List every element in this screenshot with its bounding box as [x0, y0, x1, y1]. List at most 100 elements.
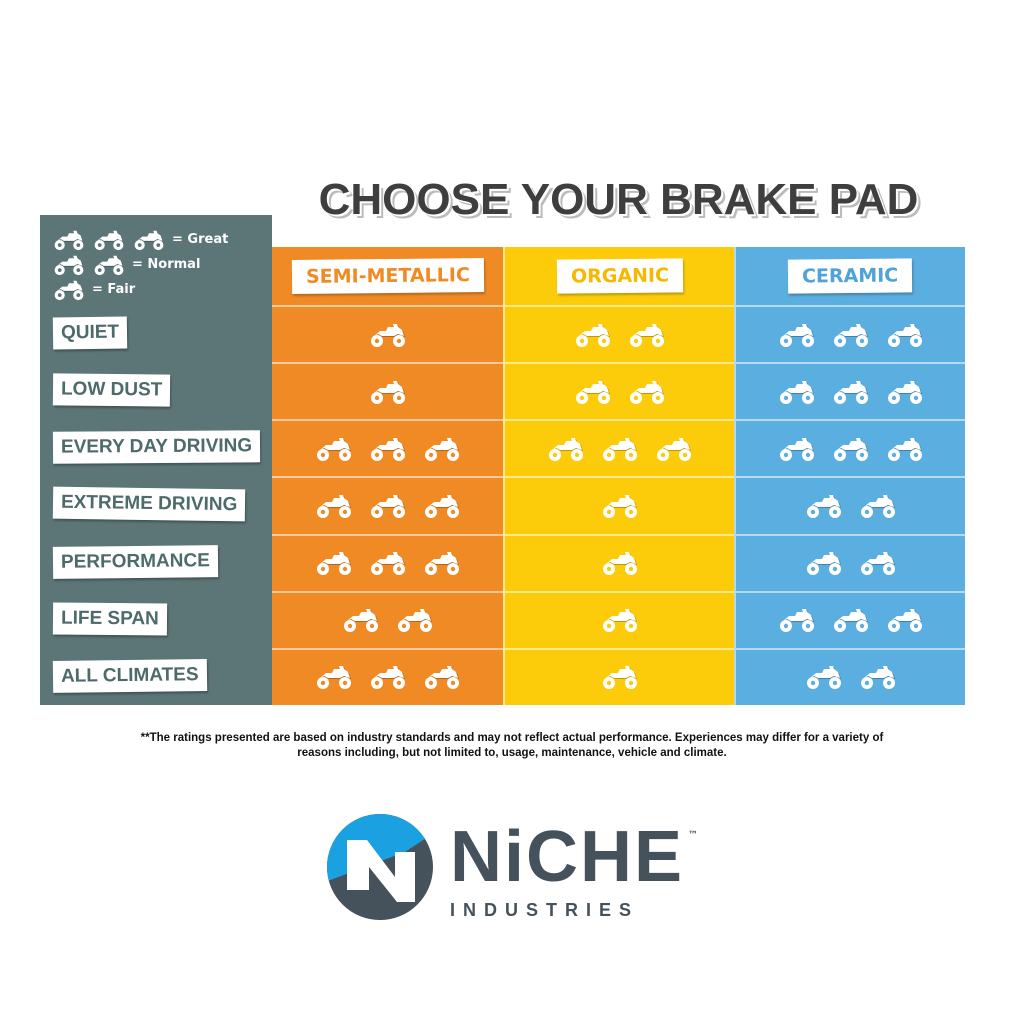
- rating-cell: [272, 533, 503, 591]
- atv-icon: [779, 323, 814, 347]
- atv-icon: [370, 380, 405, 404]
- atv-icon: [833, 609, 868, 633]
- atv-icon: [887, 380, 922, 404]
- legend-label: = Normal: [132, 257, 201, 272]
- rating-cell: [736, 362, 965, 419]
- atv-icon: [860, 552, 895, 576]
- rating-cell: [505, 590, 734, 648]
- atv-icon: [806, 666, 841, 690]
- atv-icon: [424, 552, 459, 576]
- atv-icon: [779, 380, 814, 404]
- atv-icon: [860, 666, 895, 690]
- atv-icon: [54, 255, 84, 275]
- atv-icon: [316, 666, 351, 690]
- column-title: SEMI-METALLIC: [291, 257, 484, 295]
- atv-icon: [54, 280, 84, 300]
- atv-icon: [602, 494, 637, 518]
- atv-icon: [779, 609, 814, 633]
- atv-icon: [779, 437, 814, 461]
- atv-icon: [397, 609, 432, 633]
- rating-cell: [736, 476, 965, 533]
- logo-text: NiCHE ™ INDUSTRIES: [450, 820, 698, 920]
- atv-icon: [424, 666, 459, 690]
- row-label: ALL CLIMATES: [52, 658, 207, 693]
- atv-icon: [629, 323, 664, 347]
- trademark: ™: [688, 830, 699, 841]
- atv-icon: [602, 552, 637, 576]
- rating-cell: [505, 362, 734, 419]
- atv-icon: [629, 380, 664, 404]
- rating-cell: [505, 419, 734, 476]
- atv-icon: [575, 380, 610, 404]
- row-label: QUIET: [52, 316, 128, 350]
- atv-icon: [316, 437, 351, 461]
- atv-icon: [54, 230, 84, 250]
- logo-wordmark-row: NiCHE ™: [450, 820, 698, 894]
- atv-icon: [575, 323, 610, 347]
- column-ceramic: CERAMIC: [734, 247, 965, 705]
- rating-cell: [736, 419, 965, 476]
- row-label: PERFORMANCE: [52, 544, 219, 579]
- atv-icon: [370, 552, 405, 576]
- atv-icon: [424, 437, 459, 461]
- atv-icon: [370, 494, 405, 518]
- atv-icon: [424, 494, 459, 518]
- atv-icon: [134, 230, 164, 250]
- atv-icon: [887, 609, 922, 633]
- atv-icon: [806, 552, 841, 576]
- logo-subtitle: INDUSTRIES: [450, 900, 640, 920]
- rating-cell: [272, 419, 503, 476]
- atv-icon: [602, 609, 637, 633]
- legend: = Great = Normal = Fair: [52, 227, 228, 302]
- atv-icon: [833, 437, 868, 461]
- column-title: CERAMIC: [788, 258, 913, 294]
- atv-icon: [370, 666, 405, 690]
- row-label: EXTREME DRIVING: [52, 487, 246, 522]
- rating-cell: [505, 647, 734, 705]
- rating-cell: [272, 305, 503, 362]
- legend-row: = Fair: [52, 277, 228, 302]
- row-label: LOW DUST: [52, 373, 171, 407]
- atv-icon: [316, 494, 351, 518]
- atv-icon: [602, 666, 637, 690]
- page-title: CHOOSE YOUR BRAKE PAD: [318, 175, 919, 224]
- logo-wordmark: NiCHE: [450, 817, 685, 897]
- atv-icon: [343, 609, 378, 633]
- legend-label: = Great: [172, 232, 229, 247]
- atv-icon: [887, 437, 922, 461]
- atv-icon: [548, 437, 583, 461]
- atv-icon: [833, 380, 868, 404]
- logo-mark-icon: [327, 814, 433, 920]
- rating-cell: [736, 533, 965, 591]
- rating-cell: [736, 647, 965, 705]
- column-header: SEMI-METALLIC: [272, 247, 503, 305]
- column-header: ORGANIC: [505, 247, 734, 305]
- atv-icon: [602, 437, 637, 461]
- atv-icon: [833, 323, 868, 347]
- legend-label: = Fair: [92, 282, 136, 297]
- rating-cell: [272, 362, 503, 419]
- legend-panel: = Great = Normal = Fair QUIET LOW DUST EVERY…: [40, 215, 272, 705]
- rating-cell: [272, 590, 503, 648]
- rating-cell: [272, 476, 503, 533]
- column-header: CERAMIC: [736, 247, 965, 305]
- row-label: LIFE SPAN: [52, 602, 167, 636]
- atv-icon: [94, 255, 124, 275]
- atv-icon: [860, 494, 895, 518]
- rating-cell: [505, 533, 734, 591]
- niche-logo: NiCHE ™ INDUSTRIES: [325, 812, 725, 922]
- row-label: EVERY DAY DRIVING: [52, 430, 261, 464]
- rating-cell: [505, 476, 734, 533]
- rating-cell: [736, 305, 965, 362]
- column-title: ORGANIC: [556, 258, 683, 294]
- rating-cell: [272, 647, 503, 705]
- legend-row: = Great: [52, 227, 228, 252]
- disclaimer: **The ratings presented are based on ind…: [140, 732, 884, 759]
- atv-icon: [887, 323, 922, 347]
- atv-icon: [370, 437, 405, 461]
- rating-cell: [505, 305, 734, 362]
- atv-icon: [94, 230, 124, 250]
- atv-icon: [806, 494, 841, 518]
- atv-icon: [656, 437, 691, 461]
- column-organic: ORGANIC: [503, 247, 734, 705]
